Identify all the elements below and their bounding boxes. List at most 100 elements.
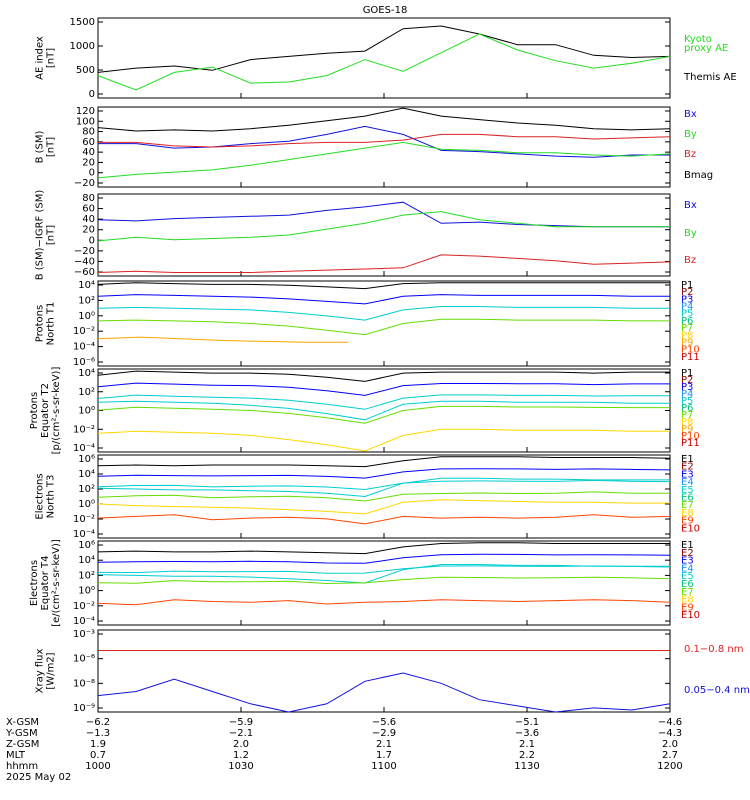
y-tick-label: −60 (74, 267, 95, 278)
footer-value: −2.1 (229, 728, 253, 739)
legend-entry: P5 (681, 309, 693, 320)
legend-entry: E2 (681, 548, 694, 559)
footer-value: 2.7 (662, 750, 678, 761)
footer-value: −2.9 (372, 728, 396, 739)
y-tick-label: 80 (82, 127, 95, 138)
legend-entry: E3 (681, 469, 694, 480)
footer-value: −5.6 (372, 717, 396, 728)
y-axis-label: [nT] (46, 225, 57, 245)
panel-frame (97, 280, 671, 367)
y-axis-label: Xray flux (35, 649, 46, 694)
legend-entry: By (684, 129, 697, 140)
legend-entry: P10 (681, 345, 700, 356)
y-tick-label: 10⁴ (78, 555, 95, 566)
y-tick-label: 10⁻² (73, 326, 95, 337)
y-tick-label: 20 (82, 225, 95, 236)
footer-label: Z-GSM (6, 739, 39, 750)
y-tick-label: 10⁶ (78, 454, 95, 465)
legend-entry: E3 (681, 556, 694, 567)
legend-entry: By (684, 228, 697, 239)
footer-value: 2.0 (662, 739, 678, 750)
legend-entry: E1 (681, 454, 694, 465)
y-tick-label: −20 (74, 178, 95, 189)
legend-entry: E9 (681, 516, 694, 527)
y-tick-label: 10⁻² (73, 424, 95, 435)
y-tick-label: −20 (74, 246, 95, 257)
y-tick-label: 40 (82, 147, 95, 158)
series-bx (98, 125, 670, 158)
legend-entry: E7 (681, 500, 694, 511)
series-by (97, 211, 670, 242)
y-axis-label: [nT] (46, 137, 57, 157)
y-axis-label: [p/(cm²-s-sr-keV)] (51, 367, 62, 455)
y-tick-label: 0 (89, 89, 95, 100)
legend: Bx By Bz (684, 200, 697, 266)
y-axis-label: Protons (29, 392, 40, 429)
footer-value: −6.2 (86, 717, 110, 728)
footer-date: 2025 May 02 (6, 772, 71, 783)
plot-title: GOES-18 (363, 5, 408, 16)
footer-value: 1.7 (376, 750, 392, 761)
legend: Bx By Bz Bmag (684, 109, 713, 181)
panel-frame (97, 17, 671, 99)
legend-entry: E10 (681, 610, 700, 621)
legend-entry: E4 (681, 477, 694, 488)
y-tick-label: 10² (78, 570, 95, 581)
legend-entry: Themis AE (683, 72, 737, 83)
y-axis-label: B (SM) (35, 130, 46, 163)
y-tick-label: 10⁰ (78, 499, 95, 510)
y-tick-label: 10⁴ (78, 368, 95, 379)
legend-entry: E5 (681, 571, 694, 582)
y-tick-label: 10² (78, 484, 95, 495)
footer-value: −4.3 (658, 728, 682, 739)
series-bx (97, 201, 670, 228)
panel-frame (97, 629, 671, 713)
legend-entry: P4 (681, 389, 693, 400)
panel-xray: 10⁻³ 10⁻⁶ 10⁻⁸ 10⁻⁹ Xray flux [W/m2] 0.1−0.8 n… (35, 629, 750, 714)
y-tick-label: 0 (89, 168, 95, 179)
y-tick-label: 10⁻⁴ (73, 616, 95, 627)
footer-value: 1130 (514, 761, 539, 772)
footer-value: −3.6 (515, 728, 539, 739)
series-e1 (97, 542, 670, 555)
legend-entry: P1 (681, 280, 693, 291)
y-tick-label: 60 (82, 204, 95, 215)
legend-entry: P3 (681, 294, 693, 305)
panel-frame (97, 454, 671, 539)
footer-value: 0.7 (90, 750, 106, 761)
legend-entry: P2 (681, 375, 693, 386)
footer-label: hhmm (6, 761, 38, 772)
legend-entry: E5 (681, 485, 694, 496)
series-e5 (97, 477, 670, 498)
legend-entry: E6 (681, 579, 694, 590)
footer-value: −4.6 (658, 717, 682, 728)
y-axis-label: Electrons (29, 560, 40, 606)
y-axis-label: Equator T2 (40, 383, 51, 438)
y-axis-label: Electrons (35, 473, 46, 519)
footer-label: X-GSM (6, 717, 39, 728)
series-p1 (97, 282, 670, 290)
legend-entry: P11 (681, 352, 700, 363)
y-tick-label: 120 (76, 106, 95, 117)
y-axis-label: Equator T4 (40, 556, 51, 611)
series-p5 (97, 306, 670, 321)
legend-entry: P6 (681, 316, 693, 327)
legend-entry: P8 (681, 417, 693, 428)
legend-entry: E2 (681, 462, 694, 473)
legend-entry: P7 (681, 410, 693, 421)
y-tick-label: 10⁻⁴ (73, 529, 95, 540)
y-tick-label: 10⁰ (78, 406, 95, 417)
legend-entry: P1 (681, 368, 693, 379)
footer-value: −5.1 (515, 717, 539, 728)
footer-value: 2.1 (376, 739, 392, 750)
series-p5 (97, 400, 670, 421)
legend-entry: proxy AE (684, 43, 728, 54)
y-tick-label: 10⁻³ (73, 629, 95, 640)
y-tick-label: 10⁰ (78, 311, 95, 322)
